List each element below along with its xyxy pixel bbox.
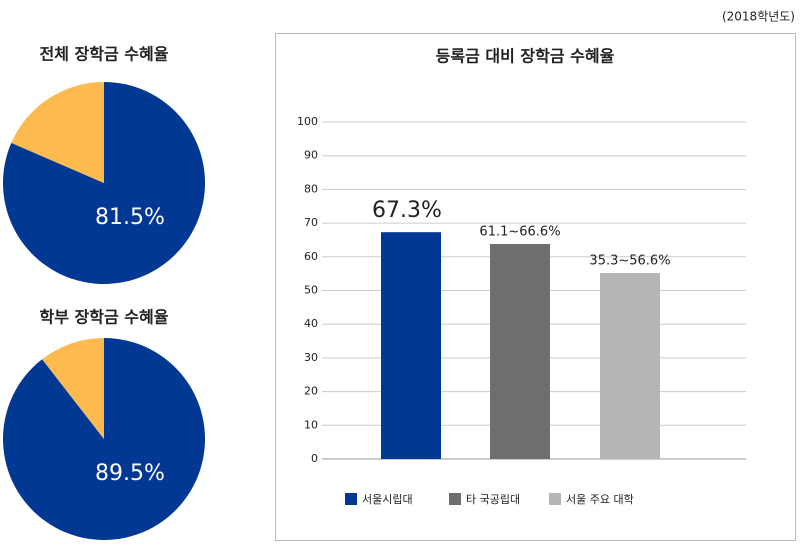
bar-value-label: 35.3~56.6% bbox=[589, 253, 670, 268]
pie-title: 학부 장학금 수혜율 bbox=[40, 308, 169, 327]
legend-swatch bbox=[449, 493, 461, 505]
y-tick-label: 40 bbox=[304, 317, 318, 330]
y-tick-label: 80 bbox=[304, 182, 318, 195]
bar bbox=[381, 232, 441, 459]
y-tick-label: 20 bbox=[304, 385, 318, 398]
legend-swatch bbox=[549, 493, 561, 505]
y-tick-label: 50 bbox=[304, 284, 318, 297]
legend-swatch bbox=[345, 493, 357, 505]
legend-label: 서울 주요 대학 bbox=[566, 493, 634, 506]
y-tick-label: 30 bbox=[304, 351, 318, 364]
bar-chart-title: 등록금 대비 장학금 수혜율 bbox=[436, 47, 615, 66]
pie-title: 전체 장학금 수혜율 bbox=[40, 45, 169, 64]
bar-value-label: 61.1~66.6% bbox=[479, 224, 560, 239]
y-tick-label: 100 bbox=[297, 115, 318, 128]
pie-value-label: 81.5% bbox=[95, 205, 165, 230]
bar bbox=[490, 243, 550, 459]
pie-slice bbox=[2, 82, 206, 284]
legend-label: 서울시립대 bbox=[362, 493, 413, 506]
legend-label: 타 국공립대 bbox=[466, 493, 520, 506]
pie-value-label: 89.5% bbox=[95, 461, 165, 486]
pie-slice bbox=[11, 82, 104, 183]
bar-value-label: 67.3% bbox=[372, 198, 442, 223]
y-tick-label: 0 bbox=[311, 452, 318, 465]
y-tick-label: 60 bbox=[304, 250, 318, 263]
bar bbox=[600, 272, 660, 459]
y-tick-label: 70 bbox=[304, 216, 318, 229]
pie-slice bbox=[42, 338, 104, 439]
y-tick-label: 90 bbox=[304, 149, 318, 162]
year-note: (2018학년도) bbox=[722, 10, 795, 24]
y-tick-label: 10 bbox=[304, 418, 318, 431]
